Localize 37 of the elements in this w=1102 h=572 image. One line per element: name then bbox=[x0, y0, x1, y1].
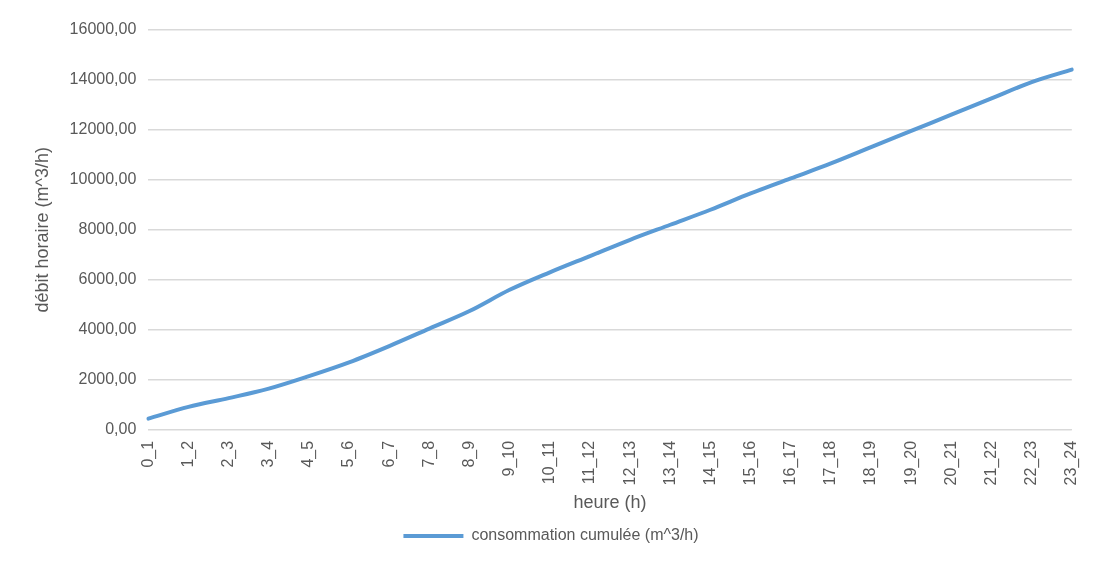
x-tick-label: 22_23 bbox=[1022, 440, 1041, 486]
x-tick-label: 13_14 bbox=[660, 440, 679, 486]
x-tick-label: 20_21 bbox=[941, 440, 960, 486]
legend-label: consommation cumulée (m^3/h) bbox=[471, 526, 699, 544]
x-tick-label: 0_1 bbox=[138, 440, 157, 468]
x-tick-label: 21_22 bbox=[981, 440, 1000, 486]
y-tick-label: 4000,00 bbox=[78, 320, 137, 338]
x-tick-label: 4_5 bbox=[299, 440, 318, 468]
x-tick-label: 3_4 bbox=[259, 440, 278, 468]
x-tick-label: 9_10 bbox=[500, 440, 519, 477]
x-tick-label: 14_15 bbox=[700, 440, 719, 486]
x-tick-label: 7_8 bbox=[419, 440, 438, 468]
x-tick-label: 12_13 bbox=[620, 440, 639, 486]
x-tick-label: 6_7 bbox=[379, 440, 398, 468]
y-tick-label: 12000,00 bbox=[69, 120, 137, 138]
y-tick-label: 14000,00 bbox=[69, 70, 137, 88]
x-tick-label: 23_24 bbox=[1062, 440, 1081, 486]
x-axis-title: heure (h) bbox=[573, 492, 647, 513]
x-tick-label: 18_19 bbox=[861, 440, 880, 486]
line-series bbox=[146, 67, 1074, 421]
x-tick-label: 10_11 bbox=[540, 440, 559, 485]
y-tick-label: 8000,00 bbox=[78, 220, 137, 238]
x-tick-label: 11_12 bbox=[580, 440, 599, 485]
x-tick-label: 17_18 bbox=[821, 440, 840, 486]
x-tick-label: 16_17 bbox=[781, 440, 800, 486]
y-tick-label: 10000,00 bbox=[69, 170, 137, 188]
x-tick-label: 8_9 bbox=[459, 440, 478, 468]
y-tick-label: 0,00 bbox=[105, 420, 137, 438]
x-tick-label: 5_6 bbox=[339, 440, 358, 468]
y-tick-label: 6000,00 bbox=[78, 270, 137, 288]
y-tick-label: 16000,00 bbox=[69, 20, 137, 38]
y-axis-title: débit horaire (m^3/h) bbox=[31, 147, 52, 313]
x-tick-label: 1_2 bbox=[178, 440, 197, 468]
x-tick-label: 19_20 bbox=[901, 440, 920, 486]
x-tick-label: 2_3 bbox=[219, 440, 238, 468]
x-tick-label: 15_16 bbox=[741, 440, 759, 486]
y-tick-label: 2000,00 bbox=[78, 370, 137, 388]
